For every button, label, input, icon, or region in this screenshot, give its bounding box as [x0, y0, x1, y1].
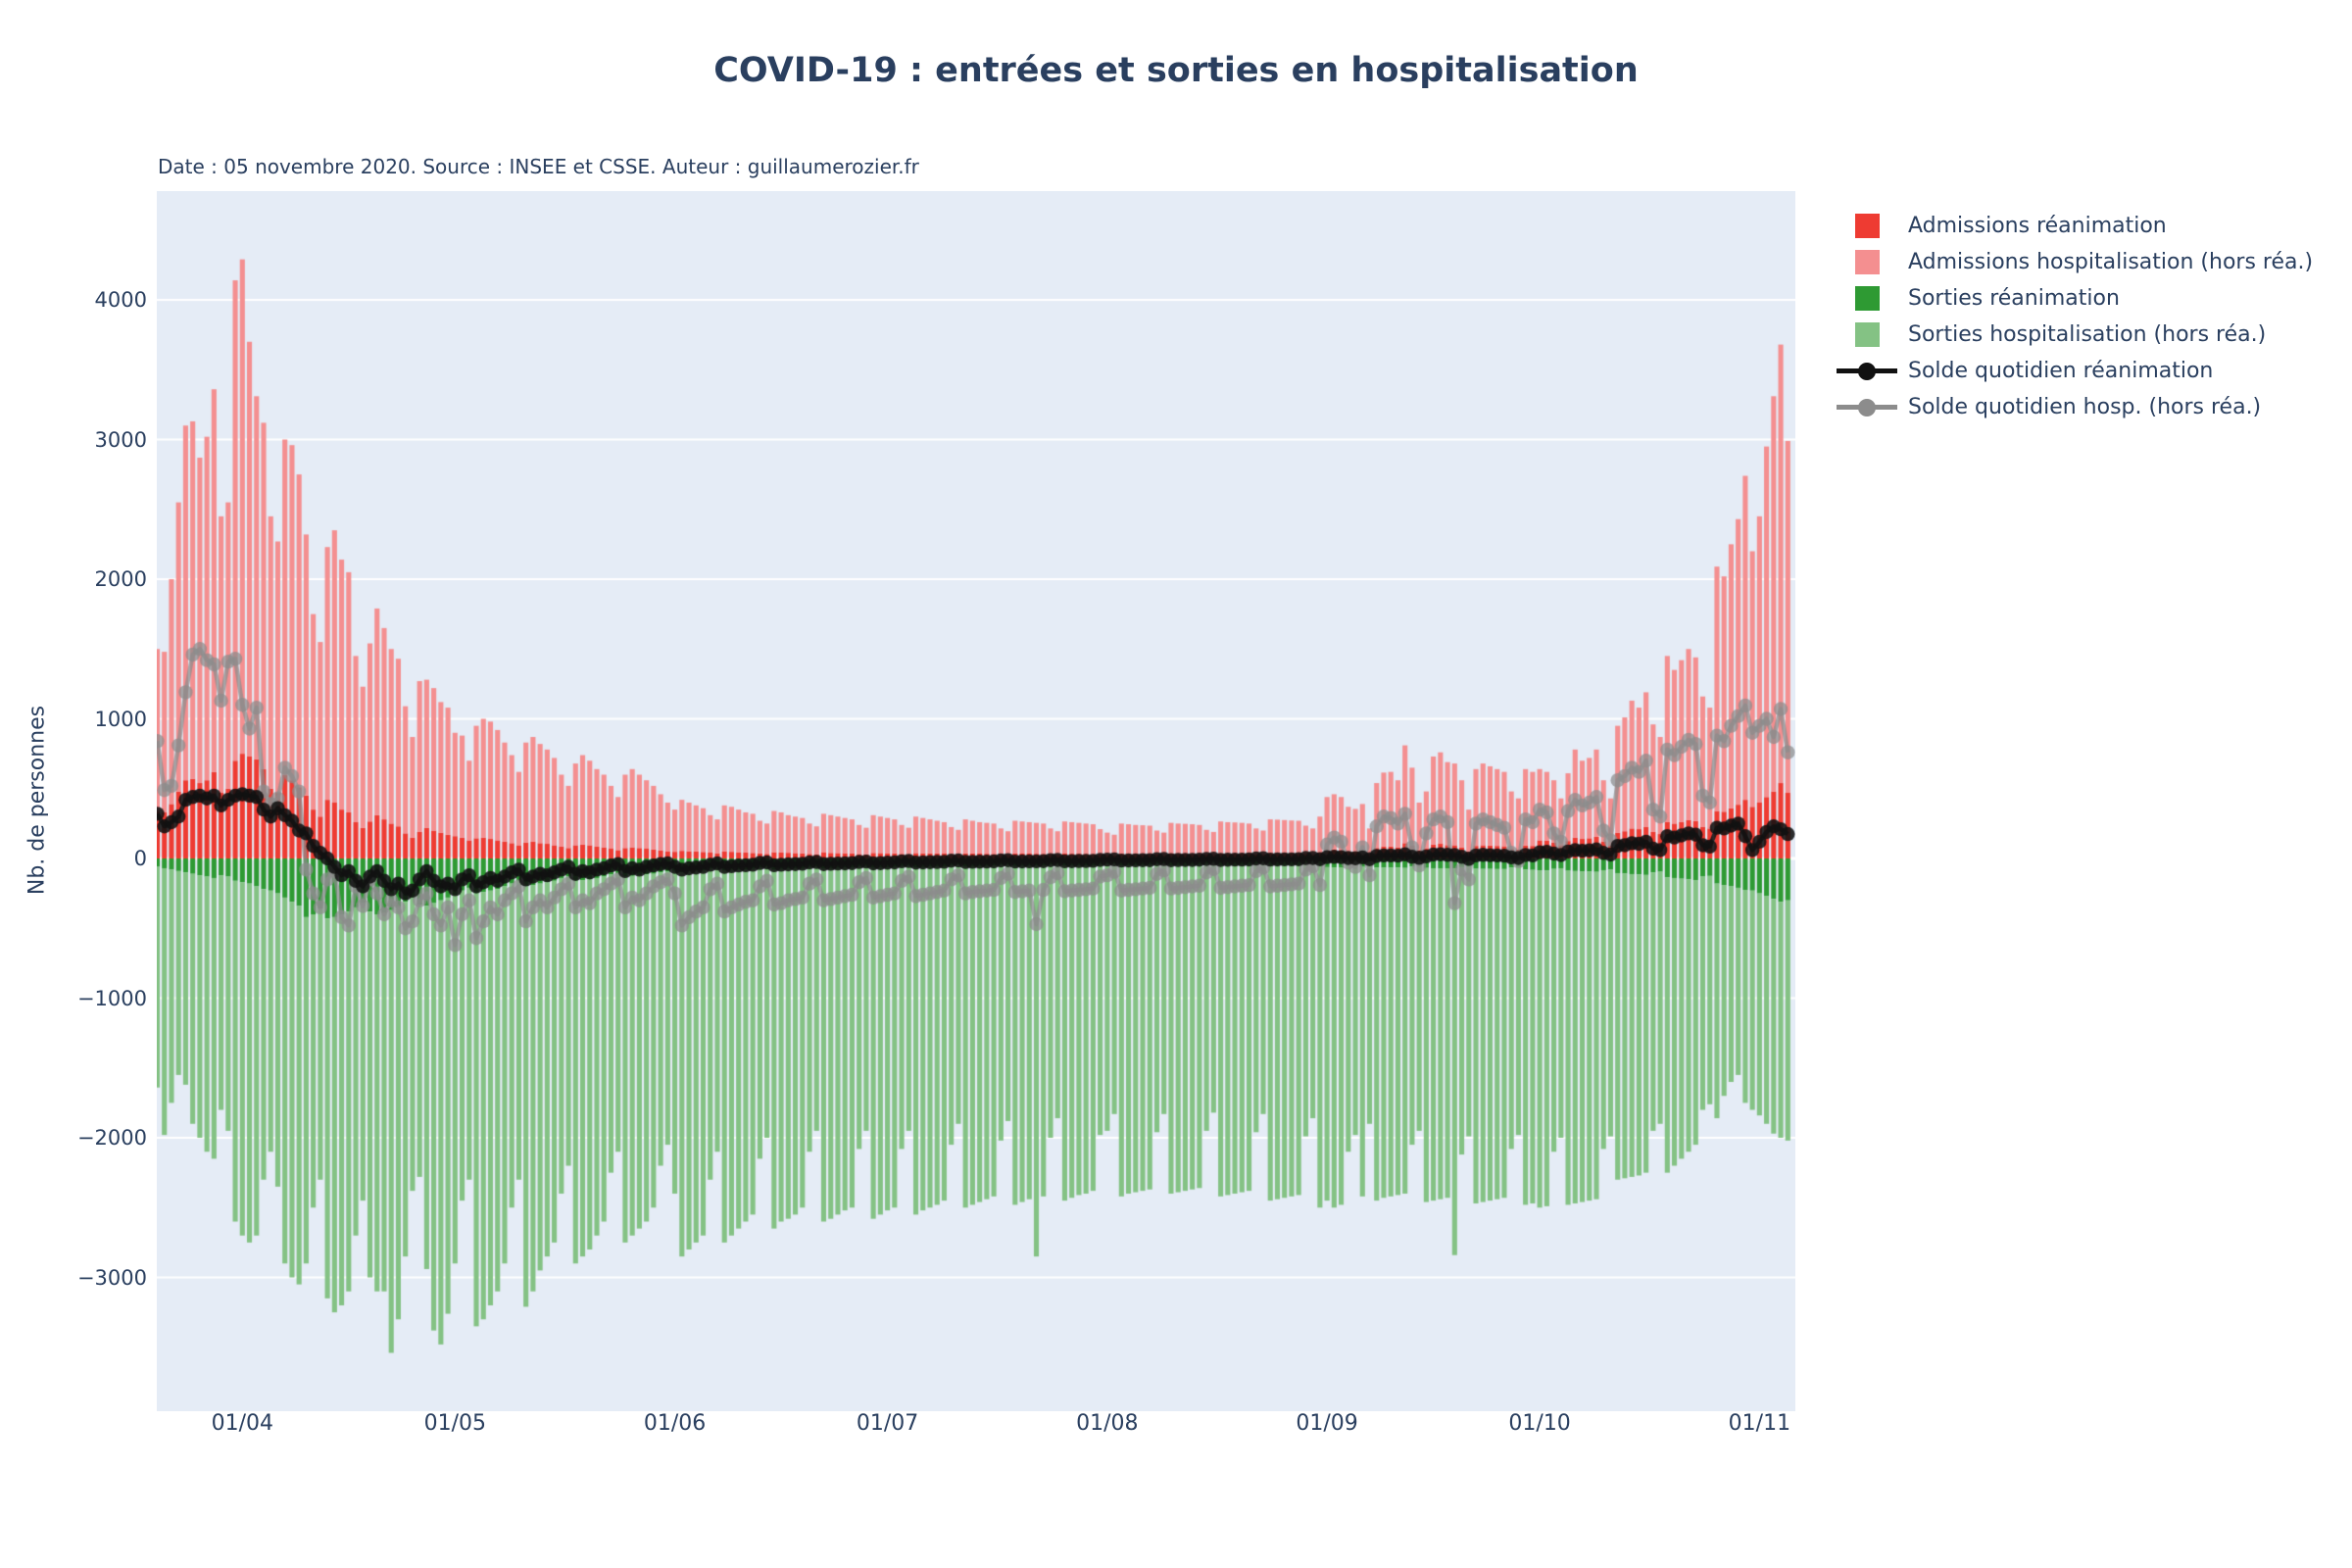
- legend-item-label: Sorties réanimation: [1908, 286, 2120, 311]
- legend-item-label: Admissions hospitalisation (hors réa.): [1908, 250, 2314, 274]
- y-tick-label: 4000: [94, 288, 147, 312]
- legend-item[interactable]: Admissions réanimation: [1836, 208, 2313, 244]
- x-tick-label: 01/10: [1508, 1411, 1571, 1436]
- legend-swatch-icon: [1836, 286, 1898, 311]
- legend: Admissions réanimation Admissions hospita…: [1836, 208, 2313, 425]
- y-tick-label: −2000: [76, 1126, 147, 1150]
- legend-swatch-icon: [1836, 322, 1898, 347]
- marker-dot-icon: [1858, 398, 1876, 416]
- y-tick-label: 0: [133, 847, 147, 870]
- color-swatch-icon: [1854, 286, 1880, 311]
- legend-item-label: Solde quotidien hosp. (hors réa.): [1908, 395, 2262, 419]
- y-tick-label: 1000: [94, 707, 147, 731]
- legend-item[interactable]: Solde quotidien hosp. (hors réa.): [1836, 389, 2313, 425]
- legend-item-label: Admissions réanimation: [1908, 214, 2167, 238]
- color-swatch-icon: [1854, 250, 1880, 274]
- x-tick-label: 01/04: [211, 1411, 273, 1436]
- color-swatch-icon: [1854, 322, 1880, 347]
- marker-dot-icon: [1858, 362, 1876, 380]
- legend-swatch-icon: [1836, 214, 1898, 238]
- legend-item[interactable]: Solde quotidien réanimation: [1836, 353, 2313, 389]
- legend-line-icon: [1836, 362, 1898, 380]
- legend-item[interactable]: Admissions hospitalisation (hors réa.): [1836, 244, 2313, 280]
- y-tick-label: 2000: [94, 567, 147, 591]
- chart-title: COVID-19 : entrées et sorties en hospita…: [713, 51, 1639, 90]
- chart-subtitle: Date : 05 novembre 2020. Source : INSEE …: [158, 155, 919, 178]
- legend-swatch-icon: [1836, 250, 1898, 274]
- color-swatch-icon: [1854, 214, 1880, 238]
- legend-item-label: Solde quotidien réanimation: [1908, 359, 2214, 383]
- legend-item[interactable]: Sorties réanimation: [1836, 280, 2313, 317]
- x-tick-label: 01/09: [1296, 1411, 1358, 1436]
- legend-item-label: Sorties hospitalisation (hors réa.): [1908, 322, 2267, 347]
- x-tick-label: 01/05: [423, 1411, 487, 1436]
- y-tick-label: −3000: [76, 1265, 147, 1290]
- plot-area[interactable]: [157, 191, 1795, 1411]
- line-sample-icon: [1837, 398, 1897, 416]
- x-tick-label: 01/11: [1728, 1411, 1791, 1436]
- y-tick-label: −1000: [76, 986, 147, 1010]
- legend-line-icon: [1836, 398, 1898, 416]
- x-tick-label: 01/07: [856, 1411, 919, 1436]
- x-tick-label: 01/06: [643, 1411, 707, 1436]
- x-tick-label: 01/08: [1076, 1411, 1139, 1436]
- line-sample-icon: [1837, 362, 1897, 380]
- legend-item[interactable]: Sorties hospitalisation (hors réa.): [1836, 317, 2313, 353]
- y-tick-label: 3000: [94, 427, 147, 452]
